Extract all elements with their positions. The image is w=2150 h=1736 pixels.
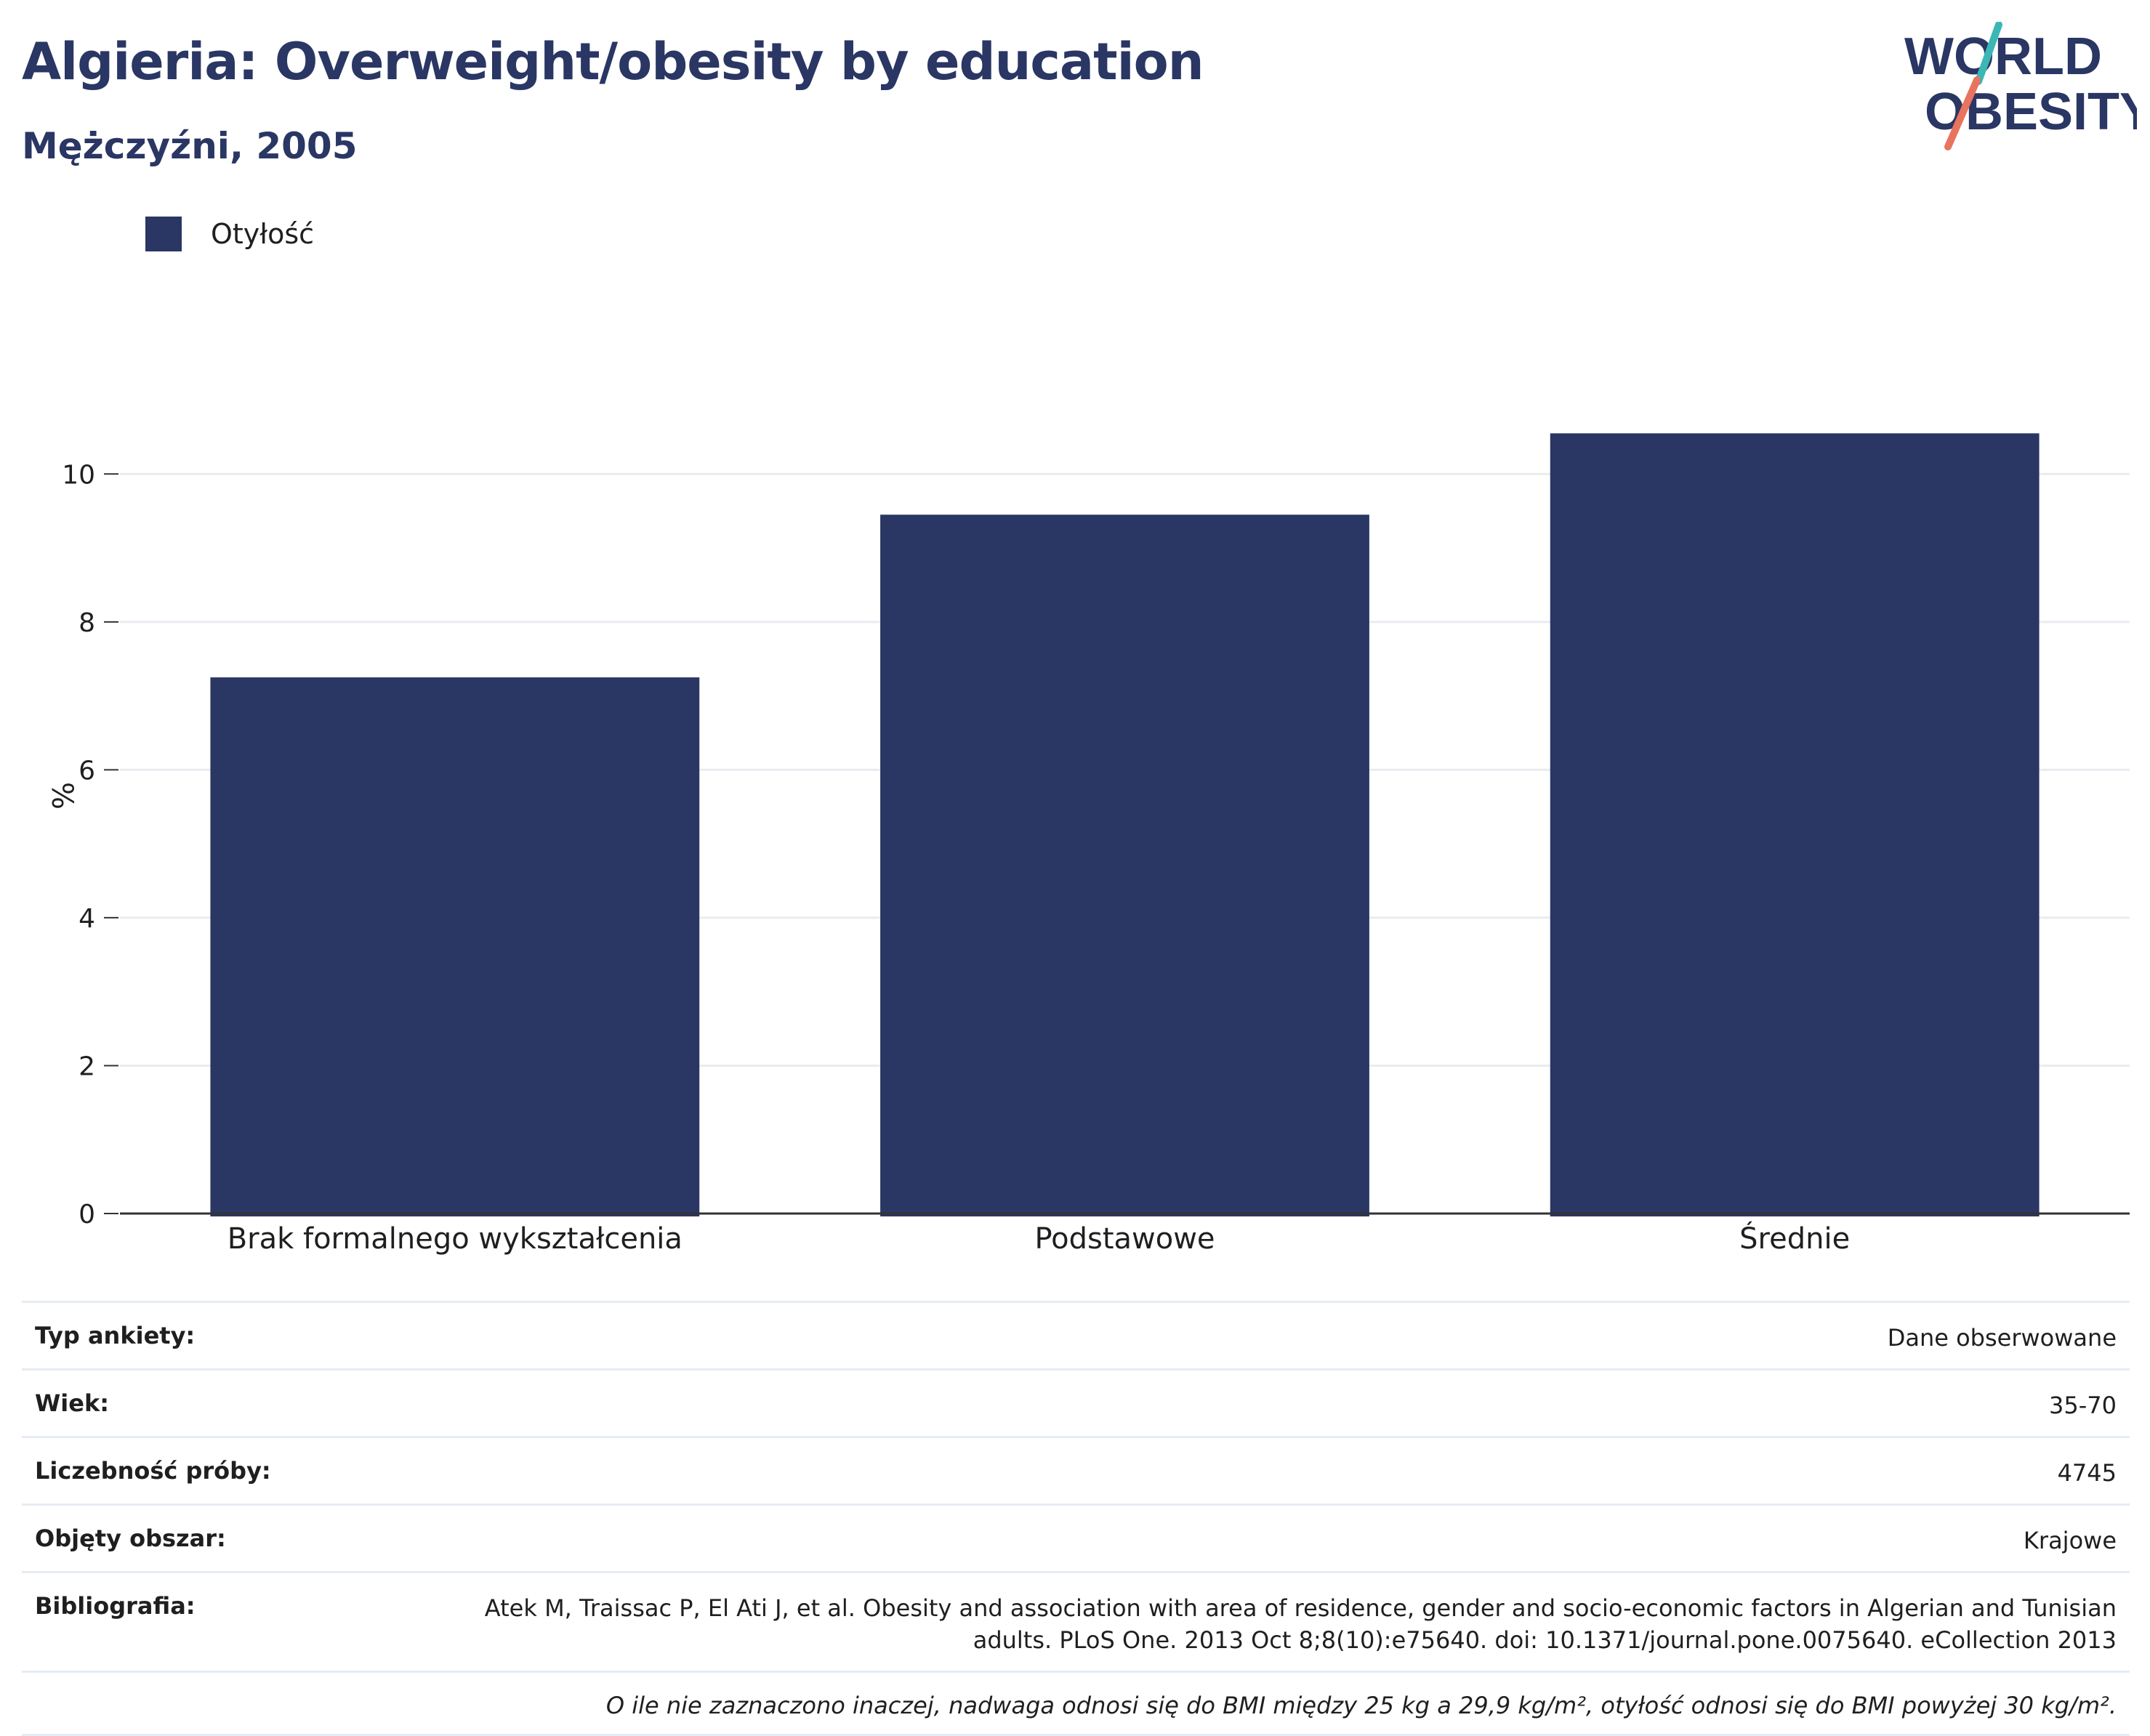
info-value: Krajowe <box>2023 1527 2117 1554</box>
y-tick-label: 6 <box>78 756 95 786</box>
y-tick-label: 4 <box>78 904 95 934</box>
x-tick-label: Podstawowe <box>1034 1222 1215 1256</box>
info-row-age: Wiek: 35-70 <box>22 1368 2130 1436</box>
x-tick-label: Średnie <box>1739 1221 1850 1256</box>
y-tick-label: 2 <box>78 1051 95 1081</box>
chart-subtitle: Mężczyźni, 2005 <box>22 125 358 167</box>
info-value: Dane obserwowane <box>1887 1324 2117 1352</box>
bar <box>210 677 700 1216</box>
y-tick-label: 10 <box>62 460 95 490</box>
x-tick-label: Brak formalnego wykształcenia <box>228 1222 683 1256</box>
info-row-bibliography: Bibliografia: Atek M, Traissac P, El Ati… <box>22 1571 2130 1671</box>
chart-title: Algieria: Overweight/obesity by educatio… <box>22 32 1204 92</box>
logo-word-world: WORLD <box>1904 28 2102 86</box>
legend: Otyłość <box>145 217 314 251</box>
info-key: Objęty obszar: <box>35 1525 226 1552</box>
logo-slash-teal <box>1975 22 2002 85</box>
y-tick-label: 8 <box>78 608 95 638</box>
bar-chart: 0 2 4 6 8 10% Brak formalnego wykształcenia Pod… <box>45 433 2130 1256</box>
info-value: 35-70 <box>2049 1392 2117 1419</box>
info-key: Typ ankiety: <box>35 1322 196 1349</box>
y-tick-label: 0 <box>78 1200 95 1230</box>
info-row-area: Objęty obszar: Krajowe <box>22 1503 2130 1571</box>
bar <box>880 514 1369 1216</box>
world-obesity-logo: WORLD OBESITY <box>1904 22 2137 150</box>
legend-label-otylosc: Otyłość <box>211 218 315 250</box>
info-key: Wiek: <box>35 1389 110 1417</box>
legend-swatch-otylosc <box>145 217 182 251</box>
info-key: Liczebność próby: <box>35 1457 271 1485</box>
definition-note-text: O ile nie zaznaczono inaczej, nadwaga od… <box>605 1692 2117 1719</box>
y-axis-label: % <box>45 782 78 810</box>
info-key: Bibliografia: <box>35 1592 196 1620</box>
logo-slash-coral <box>1944 76 1981 150</box>
info-row-survey-type: Typ ankiety: Dane obserwowane <box>22 1301 2130 1368</box>
bar <box>1550 433 2040 1217</box>
info-value: 4745 <box>2057 1459 2117 1487</box>
info-row-sample-size: Liczebność próby: 4745 <box>22 1436 2130 1503</box>
info-value: Atek M, Traissac P, El Ati J, et al. Obe… <box>484 1594 2117 1654</box>
info-table: Typ ankiety: Dane obserwowane Wiek: 35-7… <box>22 1301 2130 1736</box>
definition-note: O ile nie zaznaczono inaczej, nadwaga od… <box>22 1671 2130 1736</box>
